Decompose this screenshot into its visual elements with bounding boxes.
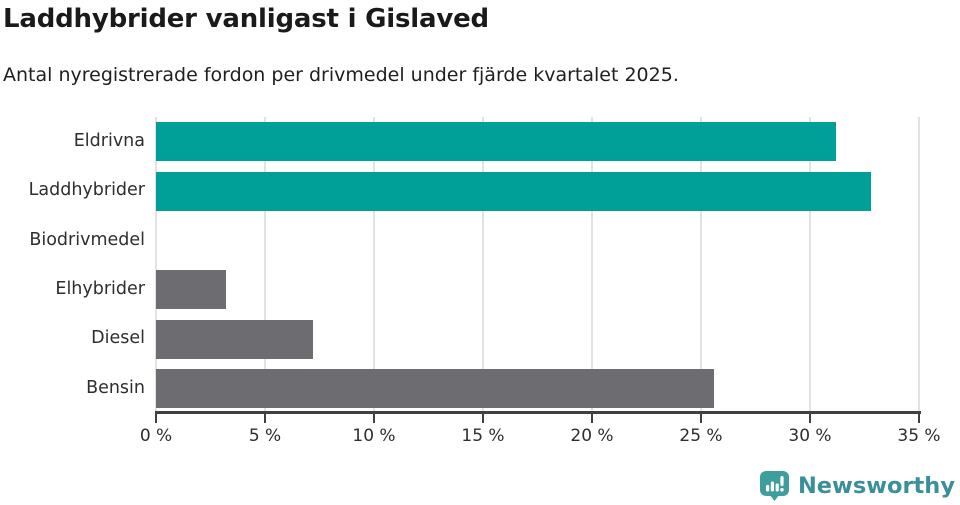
tick-mark bbox=[155, 411, 157, 423]
bar-elhybrider bbox=[156, 270, 226, 310]
gridline bbox=[700, 117, 702, 413]
tick-mark bbox=[373, 411, 375, 423]
tick-label: 10 % bbox=[352, 426, 396, 446]
category-label-eldrivna: Eldrivna bbox=[73, 131, 145, 151]
gridline bbox=[918, 117, 920, 413]
gridline bbox=[373, 117, 375, 413]
category-label-biodrivmedel: Biodrivmedel bbox=[29, 229, 145, 250]
tick-label: 25 % bbox=[679, 426, 723, 446]
bar-laddhybrider bbox=[156, 171, 872, 211]
tick-label: 5 % bbox=[248, 426, 282, 446]
category-label-laddhybrider: Laddhybrider bbox=[28, 180, 145, 201]
tick-label: 20 % bbox=[570, 426, 614, 446]
tick-mark bbox=[700, 411, 702, 423]
tick-mark bbox=[918, 411, 920, 423]
x-axis-ticks: 0 % 5 % 10 % 15 % 20 % 25 % 30 % 35 % bbox=[140, 411, 941, 461]
category-axis: Eldrivna Laddhybrider Biodrivmedel Elhybrid… bbox=[0, 117, 145, 413]
gridline bbox=[482, 117, 484, 413]
bar-diesel bbox=[156, 319, 313, 359]
gridline bbox=[809, 117, 811, 413]
tick-label: 15 % bbox=[461, 426, 505, 446]
bar-bensin bbox=[156, 368, 715, 408]
tick-mark bbox=[809, 411, 811, 423]
newsworthy-wordmark: Newsworthy bbox=[797, 472, 955, 499]
tick-label: 30 % bbox=[788, 426, 832, 446]
gridline bbox=[264, 117, 266, 413]
tick-mark bbox=[482, 411, 484, 423]
chart-title: Laddhybrider vanligast i Gislaved bbox=[3, 4, 489, 34]
bar-chart-plot-area bbox=[155, 117, 920, 413]
gridline bbox=[155, 117, 157, 413]
tick-label: 0 % bbox=[139, 426, 173, 446]
gridline bbox=[591, 117, 593, 413]
category-label-diesel: Diesel bbox=[91, 328, 145, 349]
chart-subtitle: Antal nyregistrerade fordon per drivmede… bbox=[3, 64, 679, 86]
tick-mark bbox=[591, 411, 593, 423]
category-label-bensin: Bensin bbox=[86, 377, 145, 398]
newsworthy-branding: Newsworthy bbox=[758, 469, 955, 502]
tick-mark bbox=[264, 411, 266, 423]
bar-eldrivna bbox=[156, 122, 837, 162]
category-label-elhybrider: Elhybrider bbox=[55, 279, 145, 299]
x-axis-line bbox=[155, 411, 921, 414]
newsworthy-logo-icon bbox=[758, 469, 791, 502]
tick-label: 35 % bbox=[897, 426, 941, 446]
